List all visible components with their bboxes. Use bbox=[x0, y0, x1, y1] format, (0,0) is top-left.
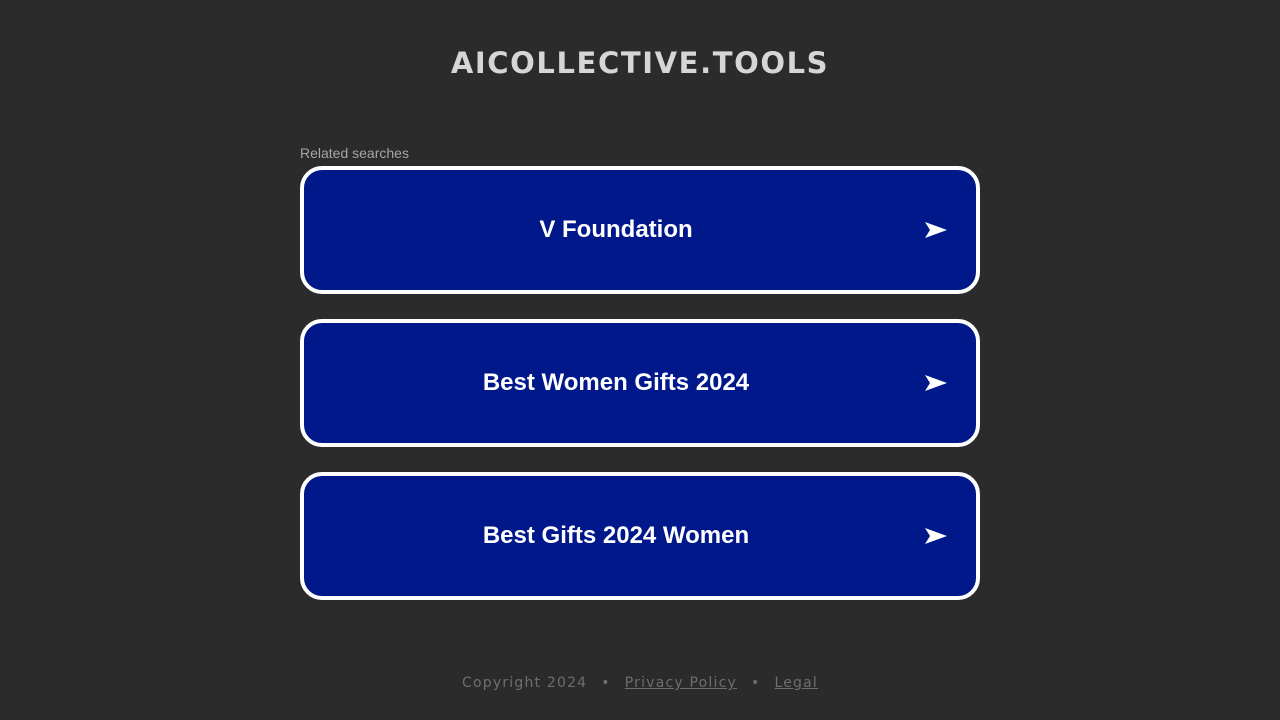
arrow-right-icon bbox=[925, 375, 947, 391]
related-searches-label: Related searches bbox=[300, 145, 409, 161]
related-search-label: Best Women Gifts 2024 bbox=[482, 369, 750, 396]
related-search-link[interactable]: Best Gifts 2024 Women bbox=[300, 472, 980, 600]
related-search-link[interactable]: V Foundation bbox=[300, 166, 980, 294]
copyright-text: Copyright 2024 bbox=[462, 675, 588, 691]
related-search-link[interactable]: Best Women Gifts 2024 bbox=[300, 319, 980, 447]
footer: Copyright 2024 • Privacy Policy • Legal bbox=[0, 674, 1280, 692]
related-search-label: V Foundation bbox=[539, 216, 693, 243]
footer-separator: • bbox=[601, 675, 611, 691]
privacy-policy-link[interactable]: Privacy Policy bbox=[624, 675, 737, 691]
footer-separator: • bbox=[750, 675, 761, 691]
site-title: AICOLLECTIVE.TOOLS bbox=[450, 46, 830, 80]
legal-link[interactable]: Legal bbox=[774, 675, 818, 691]
arrow-right-icon bbox=[925, 222, 947, 238]
related-search-label: Best Gifts 2024 Women bbox=[482, 522, 750, 549]
arrow-right-icon bbox=[925, 528, 947, 544]
